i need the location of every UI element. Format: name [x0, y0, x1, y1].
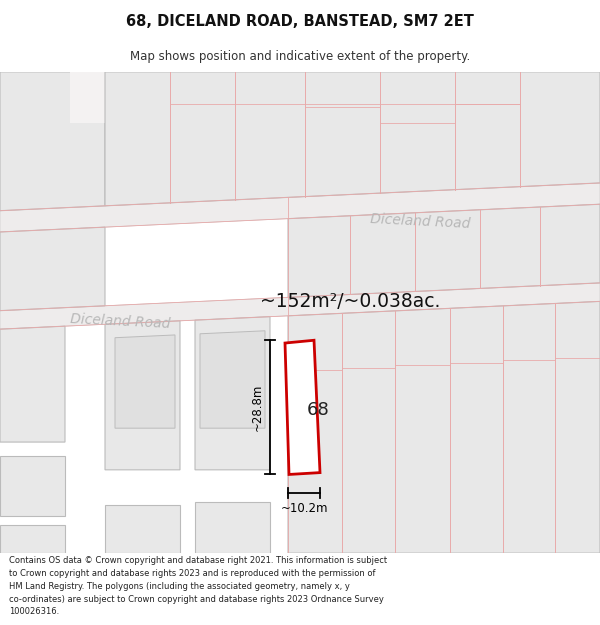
Text: ~10.2m: ~10.2m: [280, 503, 328, 515]
Text: Contains OS data © Crown copyright and database right 2021. This information is : Contains OS data © Crown copyright and d…: [9, 556, 387, 616]
Polygon shape: [285, 340, 320, 474]
Polygon shape: [195, 503, 270, 553]
Polygon shape: [105, 321, 180, 470]
Text: Map shows position and indicative extent of the property.: Map shows position and indicative extent…: [130, 49, 470, 62]
Polygon shape: [0, 183, 600, 232]
Text: ~28.8m: ~28.8m: [251, 384, 263, 431]
Polygon shape: [0, 72, 105, 211]
Polygon shape: [115, 335, 175, 428]
Text: 68, DICELAND ROAD, BANSTEAD, SM7 2ET: 68, DICELAND ROAD, BANSTEAD, SM7 2ET: [126, 14, 474, 29]
Polygon shape: [200, 331, 265, 428]
Polygon shape: [0, 326, 65, 442]
Polygon shape: [195, 317, 270, 470]
Text: Diceland Road: Diceland Road: [70, 312, 170, 331]
Polygon shape: [70, 72, 105, 122]
Text: Diceland Road: Diceland Road: [370, 213, 470, 231]
Polygon shape: [0, 283, 600, 329]
Text: 68: 68: [307, 401, 329, 419]
Text: ~152m²/~0.038ac.: ~152m²/~0.038ac.: [260, 292, 440, 311]
Polygon shape: [0, 526, 65, 553]
Polygon shape: [105, 72, 600, 206]
Polygon shape: [0, 227, 105, 311]
Polygon shape: [105, 505, 180, 553]
Polygon shape: [0, 456, 65, 516]
Polygon shape: [288, 301, 600, 553]
Polygon shape: [288, 204, 600, 298]
